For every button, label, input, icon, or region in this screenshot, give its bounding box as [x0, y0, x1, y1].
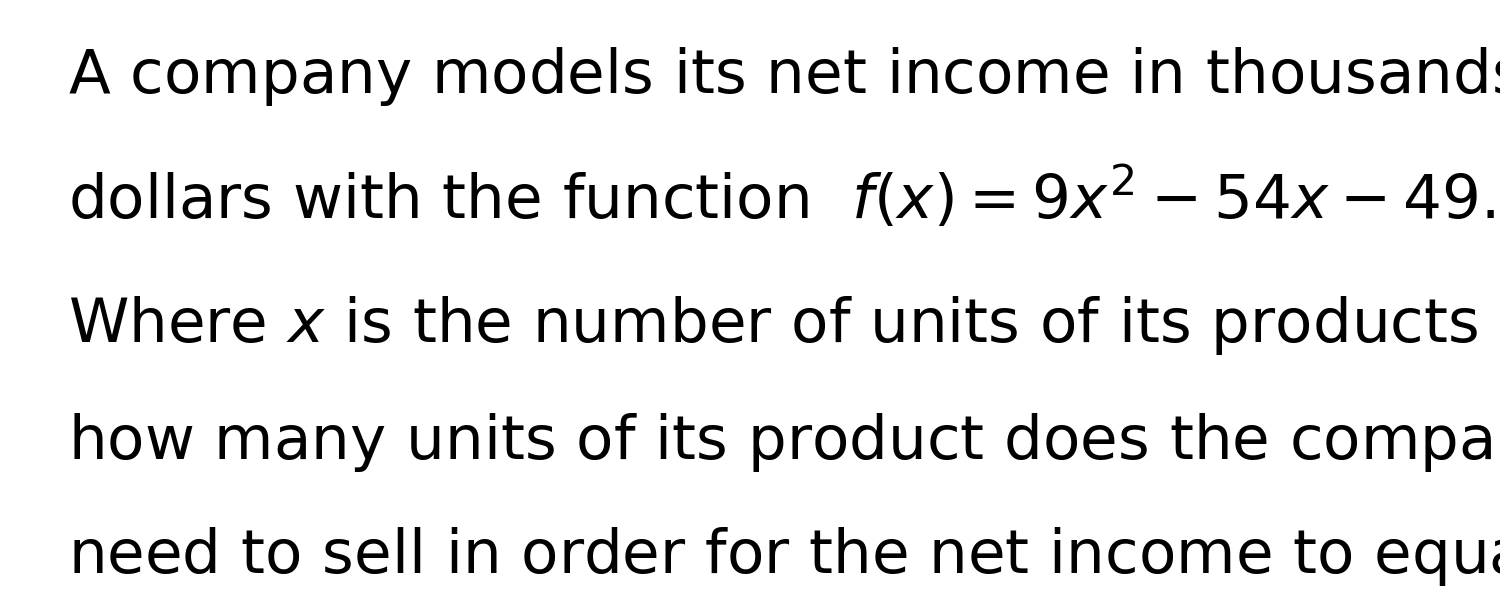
Text: $\mathsf{how\ many\ units\ of\ its\ product\ does\ the\ company}$: $\mathsf{how\ many\ units\ of\ its\ prod…	[68, 411, 1500, 474]
Text: $\mathsf{dollars\ with\ the\ function}\ \ f(x) = 9x^2 - 54x - 49\mathsf{.}$: $\mathsf{dollars\ with\ the\ function}\ …	[68, 166, 1494, 232]
Text: $\mathsf{need\ to\ sell\ in\ order\ for\ the\ net\ income\ to\ equal}\ 0\ \maths: $\mathsf{need\ to\ sell\ in\ order\ for\…	[68, 525, 1500, 588]
Text: $\mathsf{A\ company\ models\ its\ net\ income\ in\ thousands\ of}$: $\mathsf{A\ company\ models\ its\ net\ i…	[68, 45, 1500, 108]
Text: $\mathsf{Where}\ x\ \mathsf{is\ the\ number\ of\ units\ of\ its\ products\ sold,: $\mathsf{Where}\ x\ \mathsf{is\ the\ num…	[68, 294, 1500, 357]
